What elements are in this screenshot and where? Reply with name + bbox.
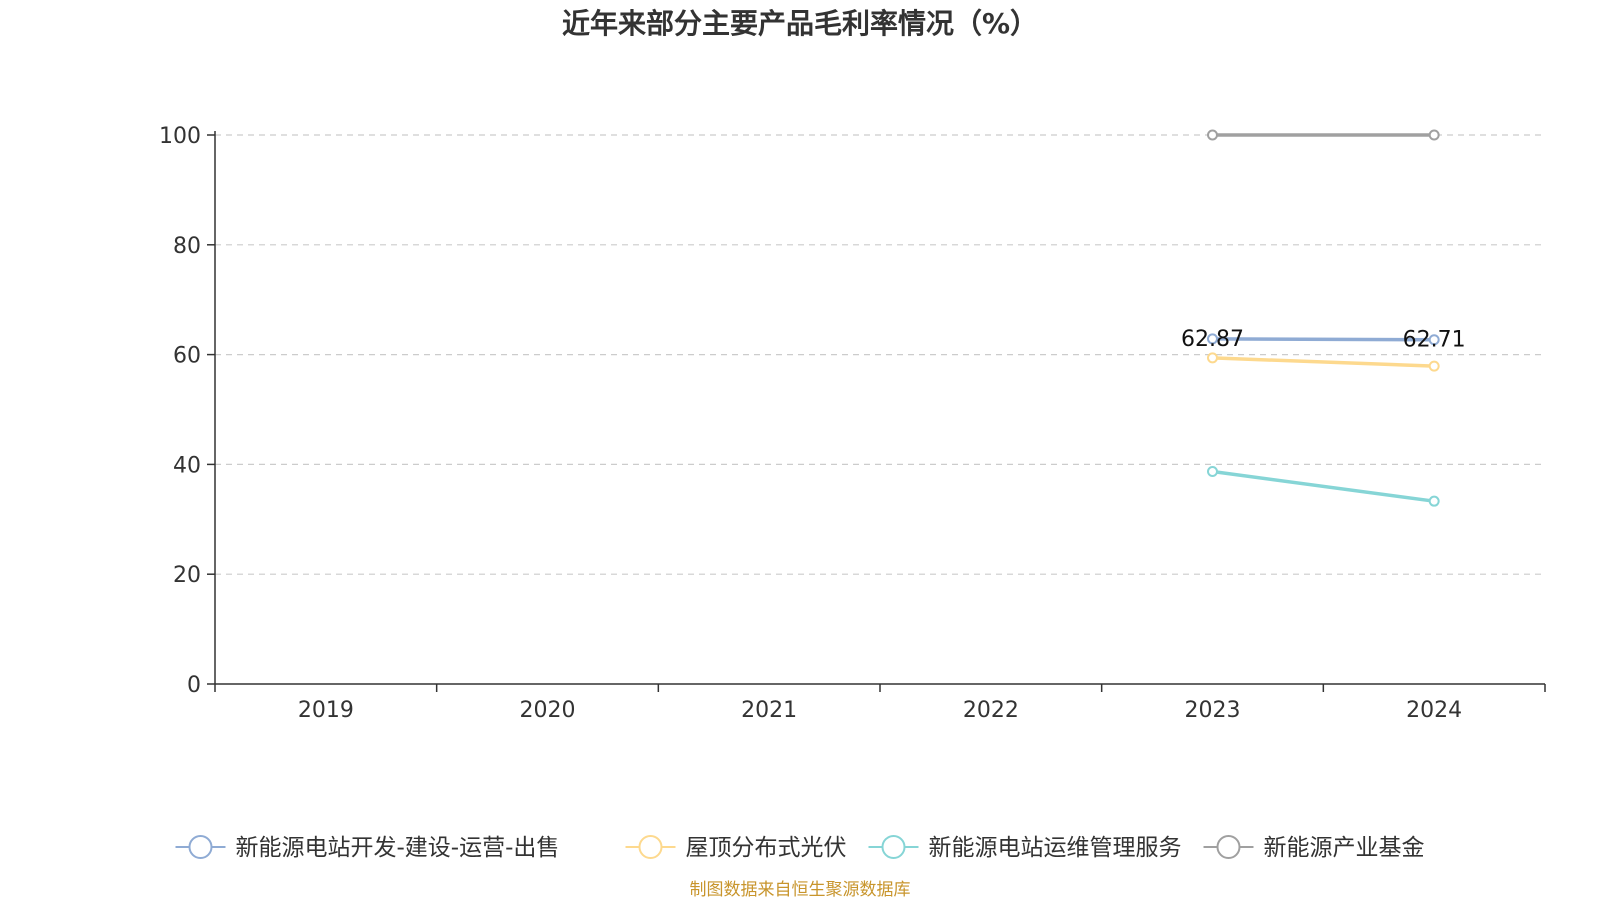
legend-marker-icon	[1216, 835, 1241, 859]
legend: 新能源电站开发-建设-运营-出售 屋顶分布式光伏 新能源电站运维管理服务 新能源产业基…	[175, 835, 1425, 861]
series-line	[1212, 337, 1435, 342]
data-label: 62.87	[1181, 327, 1244, 352]
y-tick-label: 100	[159, 124, 201, 149]
legend-marker-icon	[881, 835, 906, 859]
data-point	[1428, 360, 1440, 372]
legend-marker-icon	[188, 835, 213, 859]
legend-label: 屋顶分布式光伏	[686, 835, 847, 861]
chart-title: 近年来部分主要产品毛利率情况（%）	[562, 7, 1038, 40]
legend-item: 新能源产业基金	[1203, 835, 1425, 861]
source-note: 制图数据来自恒生聚源数据库	[690, 880, 911, 900]
y-tick-label: 60	[173, 344, 201, 369]
x-tick-label: 2022	[963, 698, 1019, 723]
data-labels: 62.87 62.71	[1181, 327, 1466, 353]
axes: 0 20 40 60 80 100 2019 2020 2021 2022 2023 2024	[159, 124, 1546, 723]
x-tick-label: 2020	[520, 698, 576, 723]
data-point	[1207, 466, 1218, 478]
y-tick-label: 20	[173, 563, 201, 588]
x-tick-label: 2021	[741, 698, 797, 723]
data-label: 62.71	[1403, 328, 1466, 353]
series-line	[1212, 356, 1435, 368]
x-tick-label: 2019	[298, 698, 354, 723]
data-point	[1428, 495, 1440, 507]
data-point	[1428, 129, 1440, 141]
series-line	[1212, 469, 1435, 503]
data-point	[1207, 333, 1218, 345]
legend-item: 新能源电站开发-建设-运营-出售	[175, 835, 560, 861]
y-tick-label: 40	[173, 453, 201, 478]
legend-label: 新能源电站开发-建设-运营-出售	[236, 835, 560, 861]
legend-label: 新能源电站运维管理服务	[929, 835, 1182, 861]
legend-item: 屋顶分布式光伏	[625, 835, 847, 861]
legend-label: 新能源产业基金	[1264, 835, 1425, 861]
y-tick-label: 80	[173, 234, 201, 259]
y-tick-label: 0	[187, 673, 201, 698]
data-point	[1207, 129, 1218, 141]
gridlines	[215, 134, 1545, 575]
data-point	[1428, 334, 1440, 346]
legend-marker-icon	[638, 835, 663, 859]
x-tick-label: 2023	[1185, 698, 1241, 723]
x-tick-label: 2024	[1406, 698, 1462, 723]
series-lines	[1207, 129, 1440, 507]
data-point	[1207, 352, 1218, 364]
legend-item: 新能源电站运维管理服务	[868, 835, 1182, 861]
